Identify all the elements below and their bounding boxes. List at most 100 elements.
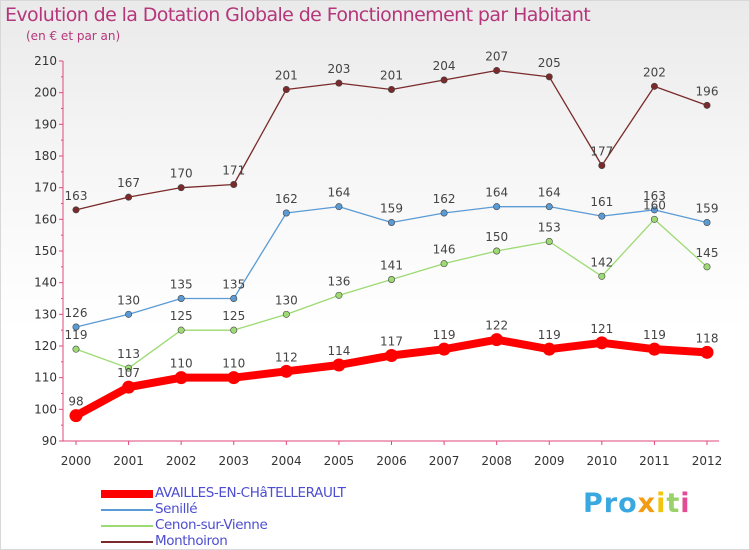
data-point bbox=[703, 101, 711, 109]
data-label: 119 bbox=[538, 328, 561, 342]
legend-swatch-senille bbox=[101, 509, 153, 511]
x-tick-label: 2006 bbox=[376, 454, 407, 468]
data-point bbox=[598, 162, 606, 170]
x-tick-label: 2004 bbox=[271, 454, 302, 468]
legend-label-senille: Senillé bbox=[155, 501, 198, 517]
y-tick-label: 210 bbox=[34, 54, 57, 68]
x-tick-label: 2001 bbox=[113, 454, 144, 468]
data-label: 153 bbox=[538, 221, 561, 235]
data-point bbox=[230, 326, 238, 334]
legend-item-senille: Senillé bbox=[101, 501, 421, 518]
data-label: 122 bbox=[485, 319, 508, 333]
data-point bbox=[598, 272, 606, 280]
data-label: 159 bbox=[380, 202, 403, 216]
data-point bbox=[230, 294, 238, 302]
data-point bbox=[177, 184, 185, 192]
x-tick-label: 2009 bbox=[534, 454, 565, 468]
data-point bbox=[385, 349, 398, 362]
x-tick-label: 2005 bbox=[324, 454, 355, 468]
data-point bbox=[387, 275, 395, 283]
data-label: 98 bbox=[68, 395, 83, 409]
data-point bbox=[227, 371, 241, 385]
data-label: 119 bbox=[65, 328, 88, 342]
data-point bbox=[545, 238, 553, 246]
data-point bbox=[387, 86, 395, 94]
data-label: 114 bbox=[327, 344, 350, 358]
data-point bbox=[230, 181, 238, 189]
y-tick-label: 170 bbox=[34, 181, 57, 195]
data-point bbox=[440, 260, 448, 268]
data-point bbox=[387, 219, 395, 227]
data-label: 135 bbox=[222, 278, 245, 292]
data-label: 177 bbox=[590, 145, 613, 159]
data-label: 163 bbox=[643, 189, 666, 203]
y-tick-label: 200 bbox=[34, 86, 57, 100]
data-label: 121 bbox=[590, 322, 613, 336]
data-point bbox=[493, 203, 501, 211]
data-label: 136 bbox=[327, 274, 350, 288]
data-point bbox=[177, 326, 185, 334]
data-label: 142 bbox=[590, 255, 613, 269]
data-label: 162 bbox=[433, 192, 456, 206]
data-label: 164 bbox=[485, 186, 508, 200]
data-label: 110 bbox=[222, 357, 245, 371]
x-tick-label: 2010 bbox=[587, 454, 618, 468]
data-label: 119 bbox=[643, 328, 666, 342]
data-label: 164 bbox=[538, 186, 561, 200]
y-tick-label: 130 bbox=[34, 307, 57, 321]
logo-part-2: x bbox=[637, 488, 657, 519]
data-point bbox=[545, 203, 553, 211]
data-point bbox=[335, 291, 343, 299]
data-point bbox=[650, 206, 658, 214]
data-labels: 163 167 170 171 201 203 201 204 207 205 177 202 196 1… bbox=[65, 50, 719, 409]
logo-part-5: i bbox=[680, 488, 691, 519]
data-label: 170 bbox=[170, 167, 193, 181]
data-label: 201 bbox=[380, 69, 403, 83]
data-point bbox=[650, 215, 658, 223]
chart-axes: 90 100 110 120 130 140 150 160 170 180 190 200 210 20… bbox=[34, 54, 722, 468]
data-point bbox=[125, 364, 133, 372]
x-tick-label: 2008 bbox=[481, 454, 512, 468]
y-tick-label: 190 bbox=[34, 117, 57, 131]
data-point bbox=[545, 73, 553, 81]
data-point bbox=[72, 206, 80, 214]
legend-label-cenon: Cenon-sur-Vienne bbox=[155, 517, 268, 533]
data-point bbox=[335, 203, 343, 211]
data-label: 201 bbox=[275, 69, 298, 83]
legend-swatch-availles bbox=[101, 490, 153, 498]
x-tick-label: 2012 bbox=[692, 454, 723, 468]
data-point bbox=[174, 371, 188, 385]
data-label: 146 bbox=[433, 243, 456, 257]
data-label: 117 bbox=[380, 335, 403, 349]
data-point bbox=[647, 342, 661, 356]
data-point bbox=[122, 380, 136, 394]
data-label: 110 bbox=[170, 357, 193, 371]
data-label: 125 bbox=[170, 309, 193, 323]
logo-part-1: Pro bbox=[583, 488, 638, 519]
y-tick-label: 90 bbox=[42, 434, 57, 448]
data-point bbox=[69, 409, 83, 423]
data-label: 130 bbox=[275, 293, 298, 307]
data-point bbox=[125, 193, 133, 201]
y-tick-label: 160 bbox=[34, 212, 57, 226]
data-label: 163 bbox=[65, 189, 88, 203]
data-point bbox=[437, 342, 451, 356]
data-point bbox=[440, 209, 448, 217]
legend-swatch-cenon bbox=[101, 525, 153, 527]
series-lines bbox=[69, 67, 714, 423]
y-tick-label: 180 bbox=[34, 149, 57, 163]
data-point bbox=[650, 82, 658, 90]
data-point bbox=[72, 323, 80, 331]
logo-part-4: t bbox=[666, 488, 681, 519]
data-label: 113 bbox=[117, 347, 140, 361]
data-label: 196 bbox=[696, 84, 719, 98]
data-point bbox=[542, 342, 556, 356]
data-label: 119 bbox=[433, 328, 456, 342]
data-point bbox=[440, 76, 448, 84]
data-point bbox=[282, 310, 290, 318]
data-point bbox=[279, 364, 293, 378]
x-tick-label: 2007 bbox=[429, 454, 460, 468]
data-point bbox=[335, 79, 343, 87]
x-tick-label: 2000 bbox=[61, 454, 92, 468]
